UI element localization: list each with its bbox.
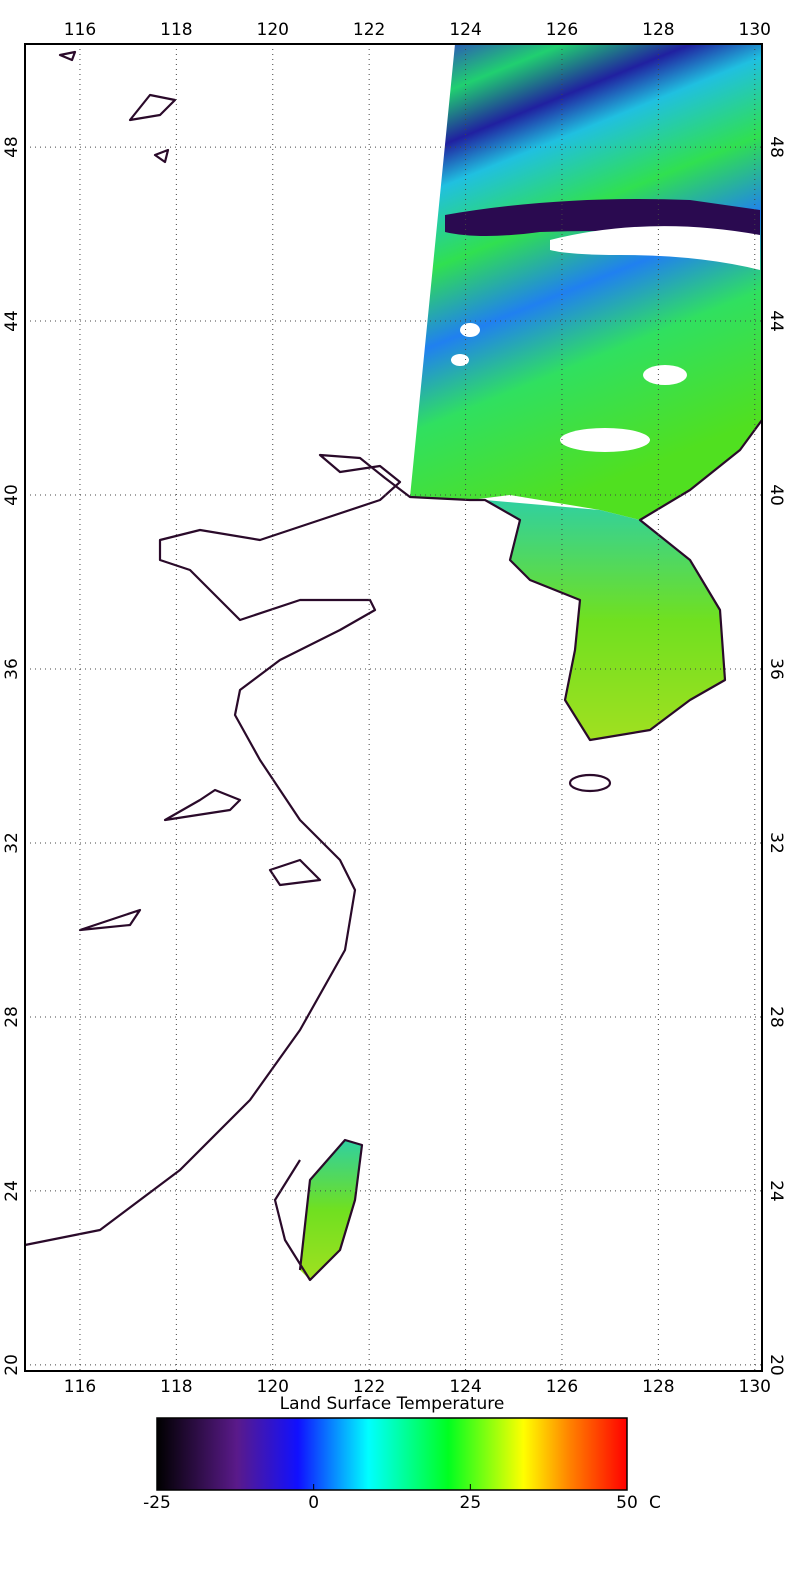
- lon-label: 128: [642, 1377, 674, 1397]
- colorbar-tick-label: 25: [460, 1493, 482, 1513]
- lat-label: 40: [2, 484, 22, 506]
- lat-label: 48: [2, 136, 22, 158]
- coastline: [58, 50, 322, 932]
- lon-label: 120: [257, 1377, 289, 1397]
- cloud: [643, 365, 687, 385]
- colorbar-tick-label: -25: [143, 1493, 171, 1513]
- korea-lst: [485, 500, 725, 740]
- colorbar-title: Land Surface Temperature: [280, 1394, 505, 1414]
- lat-label: 28: [766, 1006, 786, 1028]
- colorbar-tick-label: 50: [616, 1493, 638, 1513]
- colorbar-unit: C: [649, 1493, 661, 1513]
- lon-label: 116: [64, 20, 96, 40]
- lon-label: 130: [739, 20, 771, 40]
- lat-label: 36: [766, 658, 786, 680]
- lon-label: 118: [160, 20, 192, 40]
- lon-label: 130: [739, 1377, 771, 1397]
- lon-label: 126: [546, 20, 578, 40]
- graticule: [25, 44, 762, 1371]
- lat-label: 44: [2, 310, 22, 332]
- lon-label: 126: [546, 1377, 578, 1397]
- lat-label: 48: [766, 136, 786, 158]
- swath: [410, 44, 762, 520]
- lon-label: 120: [257, 20, 289, 40]
- coastline: [273, 1138, 364, 1282]
- lat-label: 24: [766, 1180, 786, 1202]
- lon-label: 122: [353, 20, 385, 40]
- lon-label: 128: [642, 20, 674, 40]
- lon-label: 116: [64, 1377, 96, 1397]
- colorbar-tick-label: 0: [308, 1493, 319, 1513]
- colorbar: [156, 1417, 628, 1491]
- cloud: [460, 323, 480, 337]
- coastlines: [24, 50, 763, 1282]
- coastline: [568, 773, 612, 793]
- lat-label: 24: [2, 1180, 22, 1202]
- lat-label: 28: [2, 1006, 22, 1028]
- lat-label: 40: [766, 484, 786, 506]
- map-frame: [24, 43, 763, 1372]
- lat-label: 32: [766, 832, 786, 854]
- lon-label: 118: [160, 1377, 192, 1397]
- lat-label: 36: [2, 658, 22, 680]
- data-layer: [300, 44, 762, 1280]
- cloud: [451, 354, 469, 366]
- lat-label: 32: [2, 832, 22, 854]
- lat-label: 44: [766, 310, 786, 332]
- cloud: [550, 226, 760, 270]
- lat-label: 20: [2, 1354, 22, 1376]
- lon-label: 124: [449, 20, 481, 40]
- coastline: [24, 419, 763, 1247]
- lon-label: 122: [353, 1377, 385, 1397]
- cloud: [560, 428, 650, 452]
- lon-label: 124: [449, 1377, 481, 1397]
- lat-label: 20: [766, 1354, 786, 1376]
